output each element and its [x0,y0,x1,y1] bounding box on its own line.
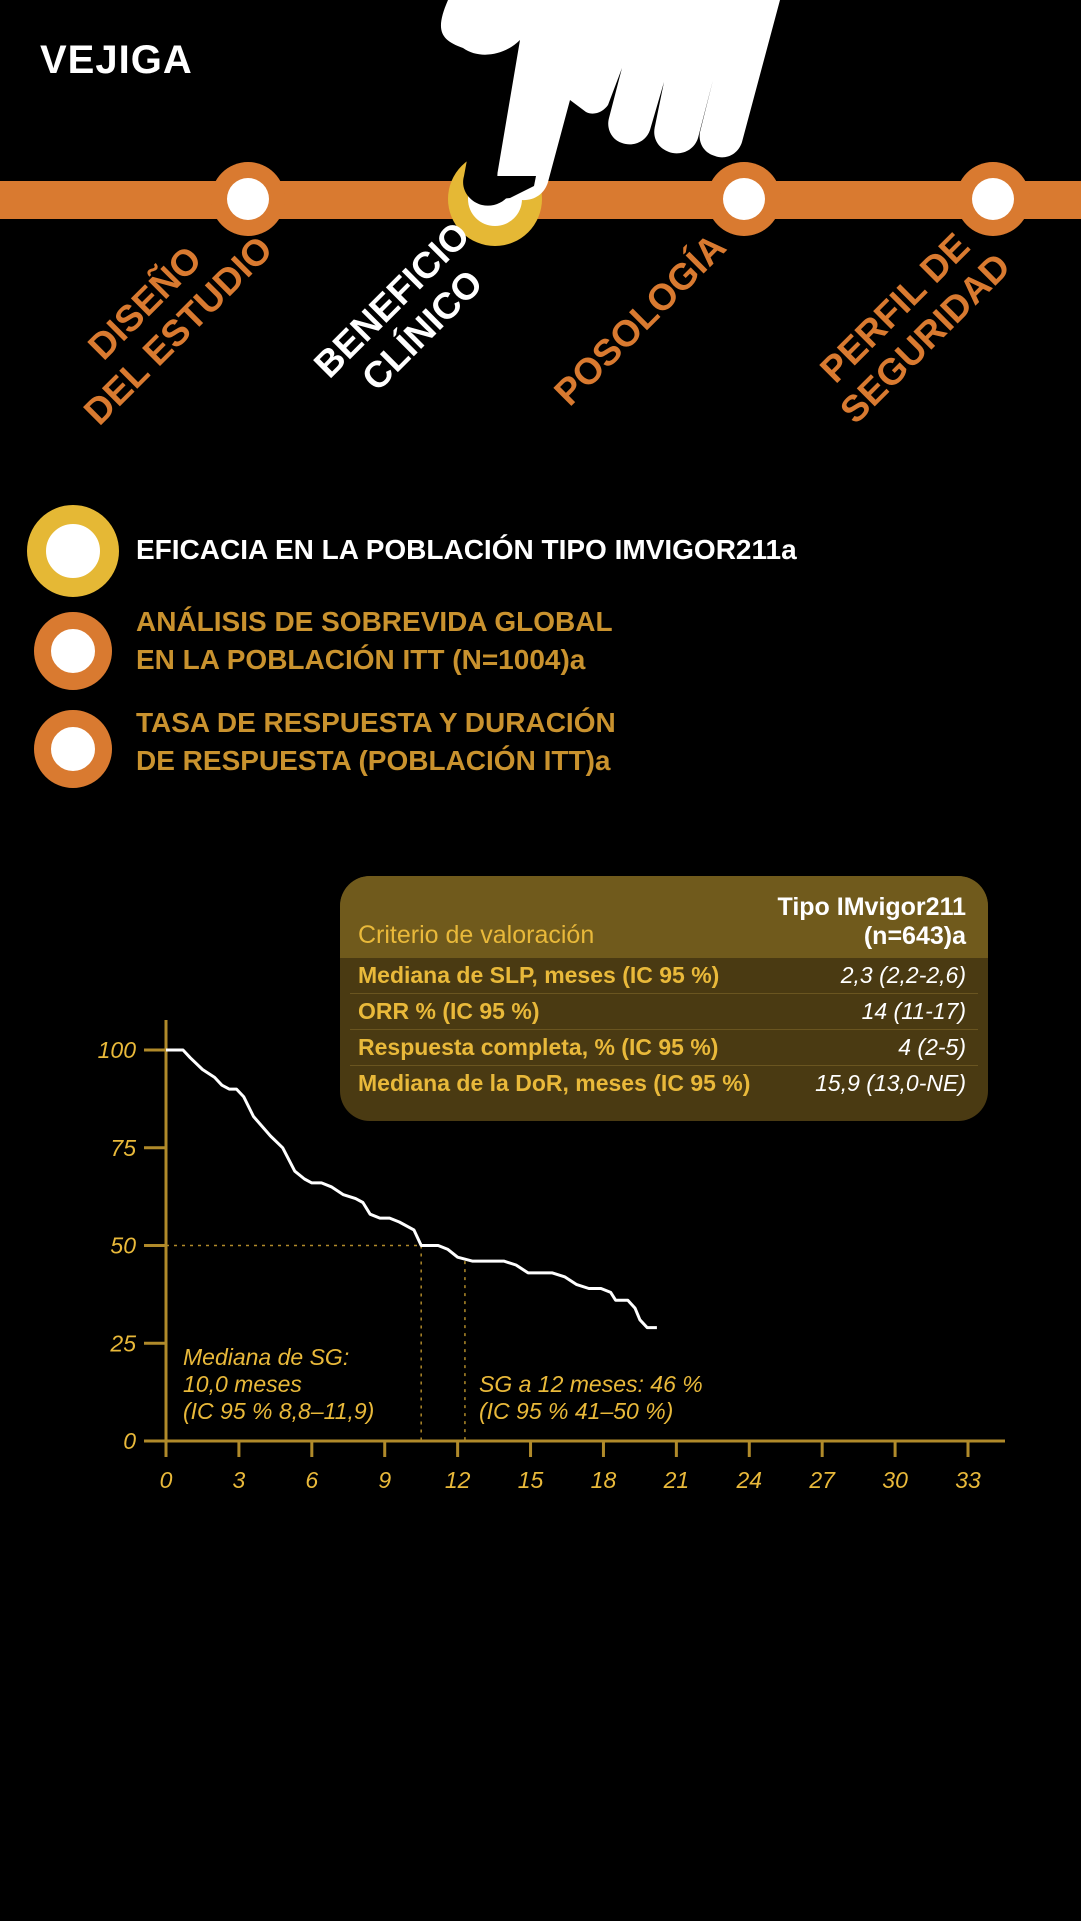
x-tick-label: 24 [735,1467,762,1493]
section-item-label: ANÁLISIS DE SOBREVIDA GLOBAL EN LA POBLA… [136,606,613,675]
step-node-diseno[interactable] [211,162,285,236]
table-row: Respuesta completa, % (IC 95 %) 4 (2-5) [350,1030,978,1066]
y-tick-label: 0 [123,1428,136,1454]
table-row-label: Respuesta completa, % (IC 95 %) [358,1034,719,1060]
median-annotation-line: 10,0 meses [183,1371,302,1397]
pointing-hand-icon [440,0,780,206]
stepper-track [0,0,1081,246]
y-tick-label: 25 [109,1330,136,1356]
table-row-label: Mediana de la DoR, meses (IC 95 %) [358,1070,751,1096]
section-item-label: EFICACIA EN LA POBLACIÓN TIPO IMVIGOR211… [136,534,797,565]
os12-annotation-line: SG a 12 meses: 46 % [479,1371,703,1397]
x-tick-label: 15 [518,1467,544,1493]
table-header-tipo: Tipo IMvigor211 (n=643)a [777,893,966,950]
table-row-value: 4 (2-5) [898,1034,966,1060]
brand-title: VEJIGA [40,38,193,82]
table-row-label: ORR % (IC 95 %) [358,998,540,1024]
x-tick-label: 3 [233,1467,246,1493]
x-tick-label: 18 [591,1467,617,1493]
y-tick-label: 50 [110,1233,136,1259]
y-tick-label: 100 [98,1037,137,1063]
x-tick-label: 6 [305,1467,318,1493]
x-tick-label: 9 [378,1467,391,1493]
x-tick-label: 0 [160,1467,173,1493]
x-tick-label: 21 [663,1467,690,1493]
table-header: Criterio de valoración Tipo IMvigor211 (… [340,876,988,958]
table-row-label: Mediana de SLP, meses (IC 95 %) [358,962,720,988]
chart-plot-area: 0 25 50 75 100 0 3 6 9 12 15 18 21 24 27 30 33 Mediana de… [98,1020,1005,1493]
table-row-value: 2,3 (2,2-2,6) [840,962,966,988]
median-annotation-line: Mediana de SG: [183,1344,349,1370]
os-curve-line [166,1048,657,1330]
step-node-posologia[interactable] [707,162,781,236]
x-tick-label: 33 [955,1467,981,1493]
y-tick-label: 75 [110,1135,136,1161]
table-row-value: 15,9 (13,0-NE) [815,1070,966,1096]
table-row: Mediana de SLP, meses (IC 95 %) 2,3 (2,2… [350,958,978,994]
table-row: ORR % (IC 95 %) 14 (11-17) [350,994,978,1030]
dot-icon [34,710,112,788]
x-tick-label: 30 [882,1467,908,1493]
section-item-label: TASA DE RESPUESTA Y DURACIÓN DE RESPUEST… [136,707,616,776]
table-header-criterio: Criterio de valoración [358,921,595,949]
table-row: Mediana de la DoR, meses (IC 95 %) 15,9 … [350,1066,978,1101]
step-node-perfil[interactable] [956,162,1030,236]
x-tick-label: 12 [445,1467,471,1493]
os12-annotation-line: (IC 95 % 41–50 %) [479,1398,673,1424]
median-annotation-line: (IC 95 % 8,8–11,9) [183,1398,374,1424]
x-tick-label: 27 [808,1467,836,1493]
table-row-value: 14 (11-17) [861,998,966,1024]
results-table: Criterio de valoración Tipo IMvigor211 (… [340,876,988,1121]
